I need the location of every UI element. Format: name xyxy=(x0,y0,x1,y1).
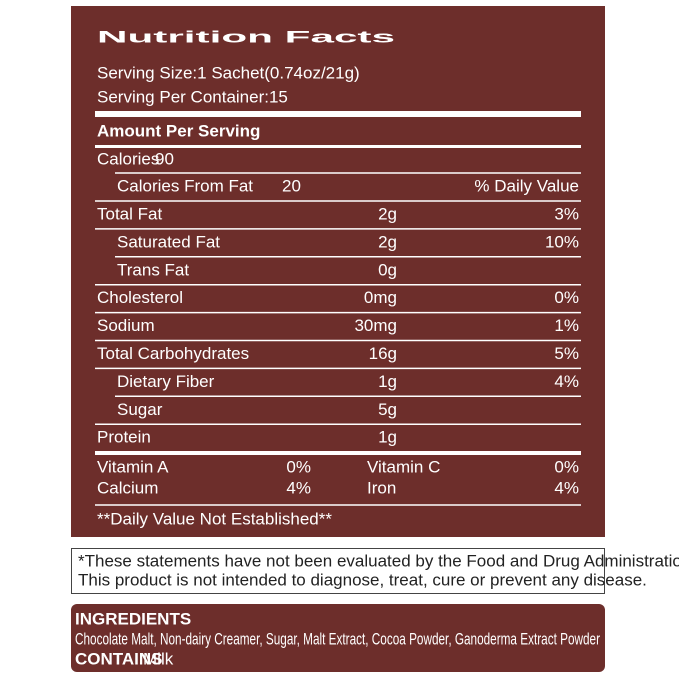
nutrient-daily-value: 1% xyxy=(554,316,579,335)
nutrient-amount: 1g xyxy=(378,372,397,391)
nutrient-amount: 30mg xyxy=(354,316,397,335)
vitamin-name: Vitamin A xyxy=(97,457,169,476)
nutrient-name: Protein xyxy=(97,428,151,447)
calories-from-fat-label: Calories From Fat xyxy=(117,176,253,195)
vitamin-value: 4% xyxy=(554,478,579,497)
ingredients-text: Chocolate Malt, Non-dairy Creamer, Sugar… xyxy=(75,629,600,648)
contains-value: Milk xyxy=(143,649,174,668)
serving-size: Serving Size:1 Sachet(0.74oz/21g) xyxy=(97,63,360,82)
ingredients-heading: INGREDIENTS xyxy=(75,609,191,628)
nutrient-daily-value: 0% xyxy=(554,288,579,307)
servings: Serving Per Container:15 xyxy=(97,87,288,106)
disclaimer-line: *These statements have not been evaluate… xyxy=(78,551,679,570)
nutrient-daily-value: 5% xyxy=(554,344,579,363)
ingredients-box xyxy=(71,604,605,672)
nutrient-amount: 5g xyxy=(378,400,397,419)
nutrient-name: Trans Fat xyxy=(117,260,189,279)
nutrient-amount: 0g xyxy=(378,260,397,279)
nutrient-daily-value: 4% xyxy=(554,372,579,391)
vitamin-name: Vitamin C xyxy=(367,457,440,476)
vitamin-name: Calcium xyxy=(97,478,158,497)
amount-header: Amount Per Serving xyxy=(97,121,260,140)
vitamin-name: Iron xyxy=(367,478,396,497)
thick-rule xyxy=(95,451,581,455)
calories-label: Calories xyxy=(97,149,159,168)
rule xyxy=(95,145,581,148)
panel xyxy=(71,6,605,537)
disclaimer-line: This product is not intended to diagnose… xyxy=(78,570,647,589)
vitamin-value: 0% xyxy=(554,457,579,476)
nutrient-name: Sugar xyxy=(117,400,163,419)
nutrient-name: Dietary Fiber xyxy=(117,372,215,391)
nutrient-amount: 2g xyxy=(378,232,397,251)
vitamin-value: 0% xyxy=(286,457,311,476)
nutrient-daily-value: 10% xyxy=(545,232,579,251)
nutrient-name: Total Fat xyxy=(97,204,162,223)
nutrient-name: Saturated Fat xyxy=(117,232,220,251)
nutrient-amount: 1g xyxy=(378,428,397,447)
disclaimer-box xyxy=(71,548,605,594)
calories-value: 90 xyxy=(155,149,174,168)
nutrient-name: Cholesterol xyxy=(97,288,183,307)
vitamin-value: 4% xyxy=(286,478,311,497)
nutrient-amount: 0mg xyxy=(364,288,397,307)
nutrient-rows: Total Fat 2g 3% Saturated Fat 2g 10% Trans Fat… xyxy=(95,200,581,447)
nutrient-amount: 16g xyxy=(369,344,397,363)
title: Nutrition Facts xyxy=(97,27,395,46)
contains-label: CONTAINS xyxy=(75,649,163,668)
thick-rule xyxy=(95,111,581,117)
footnote: **Daily Value Not Established** xyxy=(97,509,332,528)
nutrient-name: Total Carbohydrates xyxy=(97,344,249,363)
nutrient-amount: 2g xyxy=(378,204,397,223)
calories-from-fat-value: 20 xyxy=(282,176,301,195)
nutrient-name: Sodium xyxy=(97,316,155,335)
daily-value-header: % Daily Value xyxy=(474,176,579,195)
nutrient-daily-value: 3% xyxy=(554,204,579,223)
vitamins: Vitamin A 0% Vitamin C 0% Calcium 4% Iron 4% xyxy=(97,457,579,497)
